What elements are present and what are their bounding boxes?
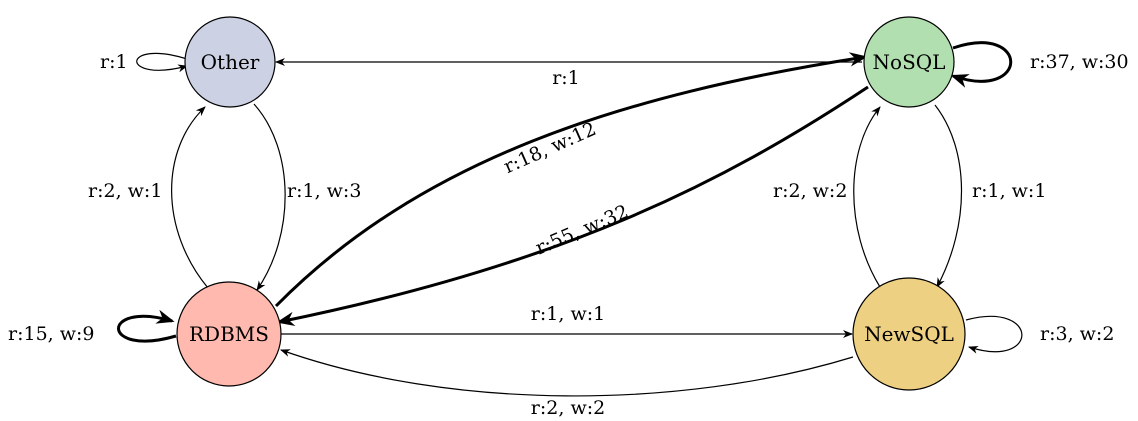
- edge-rdbms-to-nosql: [274, 52, 868, 308]
- label-other-self: r:1: [100, 51, 128, 73]
- node-other-label: Other: [201, 50, 260, 74]
- edge-newsql-to-rdbms: [280, 349, 854, 397]
- edge-rdbms-self: [117, 309, 177, 343]
- node-newsql-circle: [852, 277, 966, 391]
- edge-nosql-self: [950, 41, 1013, 88]
- label-newsql-to-nosql: r:2, w:2: [773, 180, 847, 202]
- label-nosql-to-newsql: r:1, w:1: [972, 180, 1046, 202]
- node-nosql: NoSQL: [863, 16, 955, 108]
- edge-newsql-to-nosql: [853, 106, 881, 288]
- node-nosql-circle: [863, 16, 955, 108]
- label-nosql-to-other: r:1: [552, 67, 580, 89]
- label-nosql-self: r:37, w:30: [1030, 51, 1129, 73]
- edge-rdbms-to-other: [171, 106, 209, 289]
- edge-newsql-self: [965, 315, 1023, 354]
- edge-other-to-rdbms: [253, 103, 286, 291]
- edge-nosql-to-newsql: [934, 104, 963, 288]
- node-newsql: NewSQL: [852, 277, 966, 391]
- label-nosql-to-rdbms: r:55, w:32: [532, 201, 631, 260]
- label-rdbms-self: r:15, w:9: [8, 323, 95, 345]
- label-other-to-rdbms: r:1, w:3: [287, 180, 361, 202]
- label-newsql-self: r:3, w:2: [1040, 323, 1114, 345]
- node-nosql-label: NoSQL: [873, 50, 946, 74]
- label-rdbms-to-other: r:2, w:1: [88, 180, 162, 202]
- node-other-circle: [184, 16, 276, 108]
- label-newsql-to-rdbms: r:2, w:2: [531, 397, 605, 419]
- node-rdbms-label: RDBMS: [189, 322, 269, 346]
- edge-nosql-to-rdbms: [276, 85, 869, 327]
- node-rdbms: RDBMS: [176, 281, 282, 387]
- node-other: Other: [184, 16, 276, 108]
- node-rdbms-circle: [176, 281, 282, 387]
- node-newsql-label: NewSQL: [864, 322, 954, 346]
- edge-other-self: [136, 52, 188, 73]
- label-rdbms-to-newsql: r:1, w:1: [531, 303, 605, 325]
